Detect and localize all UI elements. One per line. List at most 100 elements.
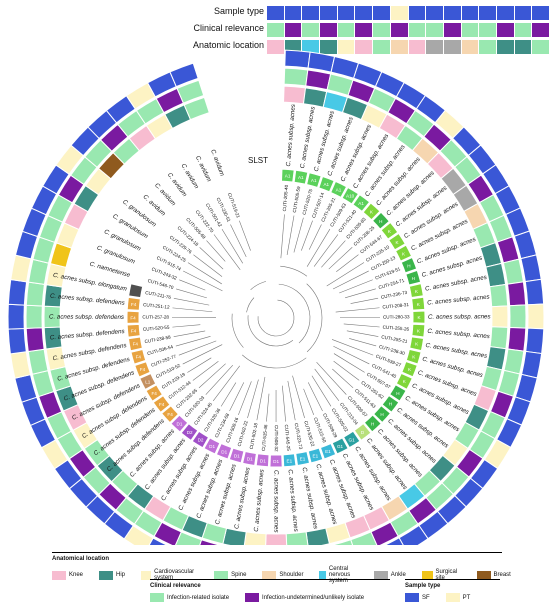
slst-segment bbox=[372, 404, 392, 424]
isolate-id-label: CUTI-506-54 bbox=[147, 344, 174, 356]
legend-item: Spine bbox=[214, 570, 246, 580]
legend-label: Ankle bbox=[390, 572, 406, 578]
anatomic-location-segment bbox=[183, 96, 210, 121]
legend-item: Infection-related isolate bbox=[150, 593, 229, 602]
slst-code: A1 bbox=[311, 178, 317, 183]
tree-leaf-branch bbox=[193, 254, 223, 277]
header-bar-cell bbox=[320, 6, 338, 20]
clinical-relevance-segment bbox=[176, 79, 205, 104]
slst-segment bbox=[134, 361, 151, 378]
header-bar-cell bbox=[267, 40, 285, 54]
slst-code: K bbox=[402, 251, 406, 256]
tree-leaf-branch bbox=[238, 381, 252, 416]
header-bar-cell bbox=[337, 23, 356, 37]
taxon-label: C. namnetense bbox=[89, 261, 132, 280]
slst-code: E1 bbox=[325, 449, 331, 454]
legend-swatch bbox=[405, 593, 419, 602]
slst-segment bbox=[130, 348, 147, 365]
slst-code: E1 bbox=[313, 453, 319, 458]
header-bar-cell bbox=[408, 6, 427, 20]
tree-leaf-branch bbox=[175, 336, 211, 347]
isolate-id-label: CUTI-535-22 bbox=[303, 420, 315, 447]
legend-item: SF bbox=[405, 593, 430, 602]
taxon-label: C. acnes subsp. acnes bbox=[428, 313, 491, 320]
header-bar-cell bbox=[426, 23, 444, 37]
tree-leaf-branch bbox=[306, 228, 331, 267]
slst-code: D2 bbox=[198, 437, 204, 442]
slst-segment bbox=[342, 430, 361, 449]
tree-leaf-branch bbox=[173, 330, 206, 337]
tree-leaf-branch bbox=[230, 224, 247, 257]
tree-leaf-branch bbox=[292, 375, 305, 419]
slst-segment bbox=[203, 437, 221, 455]
sample-type-segment bbox=[7, 327, 27, 355]
slst-segment bbox=[319, 442, 337, 460]
legend-label: Central nervous system bbox=[328, 566, 351, 584]
slst-segment bbox=[409, 336, 425, 352]
legend-label: Shoulder bbox=[279, 572, 304, 578]
legend-item: Ankle bbox=[373, 570, 406, 580]
header-bar-cell bbox=[284, 6, 303, 20]
legend-item: Central nervous system bbox=[319, 566, 357, 584]
legend-label: Infection-related isolate bbox=[167, 594, 230, 601]
slst-code: K bbox=[370, 209, 374, 214]
slst-segment bbox=[318, 175, 335, 193]
tree-leaf-branch bbox=[332, 270, 369, 290]
clinical-relevance-segment bbox=[25, 327, 45, 353]
isolate-id-label: CUTI-238-30 bbox=[378, 344, 405, 356]
slst-code: H bbox=[371, 421, 374, 426]
tree-leaf-branch bbox=[221, 228, 244, 264]
header-bar-cell bbox=[284, 23, 303, 37]
header-bar-cell bbox=[390, 40, 409, 54]
tree-leaf-branch bbox=[282, 385, 286, 422]
taxon-label: C. acnes subsp. acnes bbox=[425, 342, 488, 360]
slst-segment bbox=[341, 186, 360, 205]
slst-code: E1 bbox=[287, 458, 293, 463]
tree-leaf-branch bbox=[266, 393, 270, 422]
legend-swatch bbox=[476, 570, 491, 580]
slst-segment bbox=[295, 450, 311, 467]
isolate-id-label: CUTI-255-21 bbox=[381, 334, 408, 344]
slst-segment bbox=[394, 244, 413, 262]
clinical-relevance-segment bbox=[305, 69, 332, 91]
slst-segment bbox=[405, 269, 422, 286]
isolate-id-label: CUTI-223-73 bbox=[294, 423, 304, 450]
tree-leaf-branch bbox=[172, 307, 213, 313]
legend-swatch bbox=[319, 570, 326, 580]
slst-code: H bbox=[380, 412, 383, 417]
slst-code: K bbox=[388, 229, 392, 234]
legend-swatch bbox=[445, 593, 460, 602]
sample-type-header-bar bbox=[267, 6, 550, 20]
legend-label: SF bbox=[422, 594, 430, 601]
header-bar-cell bbox=[479, 40, 497, 54]
slst-segment bbox=[411, 296, 426, 311]
taxon-label: C. acnes subsp. acnes bbox=[160, 445, 199, 502]
slst-segment bbox=[331, 437, 349, 455]
anatomical-legend: Knee Hip Cardiovascular system Spine Shoulde… bbox=[52, 566, 511, 584]
clinical-relevance-segment bbox=[27, 348, 49, 375]
slst-segment bbox=[139, 372, 157, 391]
slst-code: K bbox=[417, 315, 421, 320]
clinical-legend: Infection-related isolate Infection-undet… bbox=[150, 593, 374, 602]
isolate-id-label: CUTI-211-76 bbox=[145, 290, 172, 300]
isolate-id-label: CUTI-508-32 bbox=[274, 425, 279, 452]
taxon-label: C. acnes subsp. acnes bbox=[301, 467, 319, 530]
isolate-id-label: CUTI-257-28 bbox=[142, 315, 169, 320]
tree-clade-arc bbox=[250, 281, 267, 290]
taxon-label: C. avidum bbox=[209, 149, 225, 178]
slst-segment bbox=[363, 414, 382, 433]
slst-segment bbox=[160, 405, 180, 424]
slst-segment bbox=[128, 283, 144, 299]
tree-leaf-branch bbox=[301, 220, 313, 251]
taxon-label: C. acnes subsp. acnes bbox=[427, 328, 490, 340]
legend-swatch bbox=[99, 570, 114, 580]
anatomic-location-segment bbox=[265, 533, 288, 545]
tree-leaf-branch bbox=[308, 224, 322, 250]
anatomic-location-segment bbox=[283, 85, 307, 105]
slst-code: H bbox=[407, 263, 410, 268]
slst-code: F4 bbox=[133, 342, 139, 347]
header-bar-cell bbox=[267, 6, 285, 20]
header-bar-cell bbox=[337, 6, 356, 20]
tree-leaf-branch bbox=[172, 324, 201, 328]
slst-code: H bbox=[389, 402, 392, 407]
